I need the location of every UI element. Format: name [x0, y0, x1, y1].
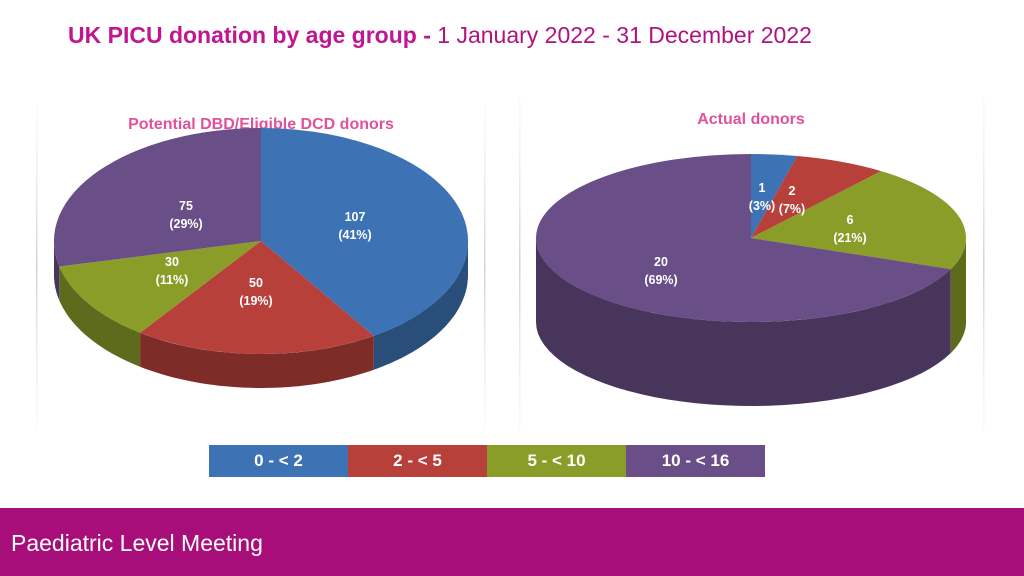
- footer-bar: Paediatric Level Meeting: [0, 508, 1024, 576]
- frame-line-left-2: [484, 104, 486, 430]
- pie-slice-5-10: [59, 241, 261, 333]
- chart-frames: [36, 98, 985, 434]
- pie-potential-donors: 107 (41%) 50 (19%) 30 (11%) 75 (29%): [53, 127, 469, 388]
- data-label-percent-2-5: (7%): [779, 202, 805, 216]
- title-bold: UK PICU donation by age group -: [68, 22, 438, 48]
- data-label-value-2-5: 50: [249, 276, 263, 290]
- pie-side-10-16: [54, 241, 60, 301]
- data-label-value-5-10: 30: [165, 255, 179, 269]
- data-label-value-10-16: 75: [179, 199, 193, 213]
- data-label-percent-0-2: (3%): [749, 199, 775, 213]
- pie-side-2-5: [140, 332, 374, 388]
- legend: 0 - < 2 2 - < 5 5 - < 10 10 - < 16: [209, 445, 765, 477]
- legend-item-0-2: 0 - < 2: [209, 445, 348, 477]
- chart-title-actual: Actual donors: [697, 111, 805, 128]
- pie-slice-5-10: [751, 171, 967, 270]
- pie-slice-10-16: [535, 154, 951, 322]
- title-date-range: 1 January 2022 - 31 December 2022: [437, 22, 812, 48]
- pie-side-walls: [54, 241, 468, 388]
- frame-line-right-1: [519, 98, 521, 434]
- data-label-percent-10-16: (29%): [169, 217, 202, 231]
- frame-line-right-2: [983, 98, 985, 434]
- chart-title-potential: Potential DBD/Eligible DCD donors: [128, 116, 394, 133]
- pie-side-0-2: [373, 241, 468, 370]
- pie-slice-10-16: [53, 127, 261, 267]
- data-label-value-5-10: 6: [847, 213, 854, 227]
- pie-side-5-10: [59, 266, 141, 367]
- data-label-percent-5-10: (11%): [156, 273, 189, 287]
- pie-slice-0-2: [751, 154, 798, 238]
- pie-slice-2-5: [140, 241, 374, 354]
- data-label-percent-5-10: (21%): [833, 231, 866, 245]
- data-label-value-0-2: 107: [345, 210, 366, 224]
- pie-slice-2-5: [751, 156, 882, 238]
- legend-item-5-10: 5 - < 10: [487, 445, 626, 477]
- pie-top: [53, 127, 469, 354]
- data-label-value-0-2: 1: [759, 181, 766, 195]
- pie-actual-donors: 1 (3%) 2 (7%) 6 (21%) 20 (69%): [535, 154, 967, 406]
- data-label-percent-10-16: (69%): [644, 273, 677, 287]
- data-label-value-2-5: 2: [789, 184, 796, 198]
- footer-text: Paediatric Level Meeting: [11, 530, 263, 556]
- data-label-percent-0-2: (41%): [338, 228, 371, 242]
- pie-side-walls: [536, 238, 966, 406]
- data-label-percent-2-5: (19%): [239, 294, 272, 308]
- legend-item-10-16: 10 - < 16: [626, 445, 765, 477]
- pie-slice-0-2: [261, 127, 469, 336]
- legend-item-2-5: 2 - < 5: [348, 445, 487, 477]
- pie-side-10-16: [536, 238, 951, 406]
- pie-top: [535, 154, 967, 322]
- frame-line-left-1: [36, 104, 38, 430]
- data-label-value-10-16: 20: [654, 255, 668, 269]
- page-title: UK PICU donation by age group - 1 Januar…: [68, 22, 812, 49]
- pie-side-5-10: [950, 238, 966, 354]
